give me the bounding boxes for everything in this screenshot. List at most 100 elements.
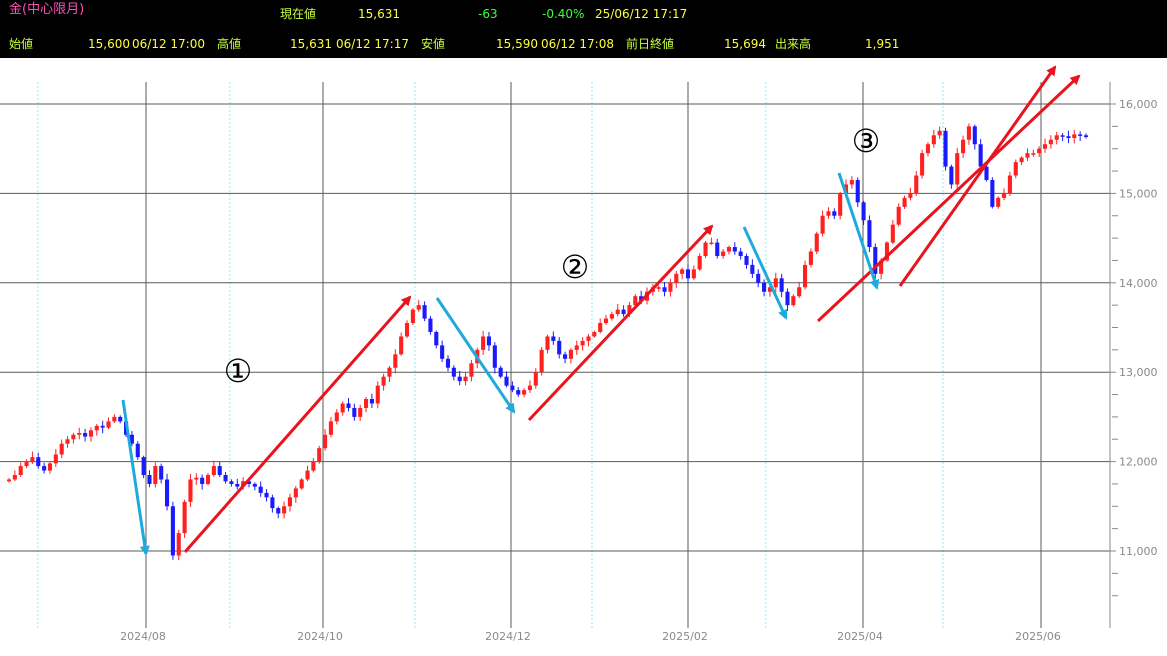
candle-body-46 [276, 508, 281, 514]
candle-body-145 [855, 179, 860, 203]
candle-body-178 [1048, 139, 1053, 145]
low-value: 15,590 [496, 37, 538, 51]
candle-body-76 [451, 367, 456, 377]
candle-body-137 [808, 251, 813, 265]
candle-body-103 [609, 314, 614, 319]
candle-body-153 [902, 197, 907, 207]
candle-body-114 [674, 273, 679, 283]
candle-body-134 [791, 296, 796, 306]
down-arrow-3 [837, 172, 880, 290]
candle-body-156 [920, 153, 925, 176]
candle-body-77 [457, 376, 462, 382]
candle-body-183 [1078, 134, 1083, 136]
candle-body-5 [36, 457, 41, 467]
candle-body-170 [1002, 193, 1007, 198]
x-axis: 2024/08 2024/10 2024/12 2025/02 2025/04 2025/… [120, 630, 1061, 643]
candle-body-180 [1060, 135, 1065, 137]
x-tick-label-0: 2024/08 [120, 630, 166, 643]
candle-body-71 [422, 305, 427, 319]
candle-body-43 [258, 486, 263, 493]
candle-body-96 [568, 349, 573, 359]
down-arrow-0 [121, 399, 150, 556]
candle-body-179 [1054, 135, 1059, 140]
candle-body-65 [387, 367, 392, 377]
candle-body-124 [732, 247, 737, 252]
candle-body-133 [785, 291, 790, 306]
candle-body-15 [94, 425, 99, 431]
high-label: 高値 [217, 37, 242, 51]
candle-body-121 [715, 242, 720, 256]
candle-body-164 [966, 126, 971, 140]
candle-body-30 [182, 501, 187, 534]
current-time: 25/06/12 17:17 [595, 7, 688, 21]
y-tick-label-5: 16,000 [1119, 98, 1158, 111]
candle-body-10 [65, 439, 70, 444]
candle-body-91 [539, 349, 544, 373]
candle-body-162 [955, 153, 960, 185]
candle-body-12 [77, 432, 82, 435]
candle-body-151 [890, 224, 895, 243]
candle-body-73 [434, 331, 439, 346]
candle-body-42 [252, 483, 257, 487]
candle-body-28 [170, 506, 175, 556]
candle-body-112 [662, 287, 667, 292]
candle-body-36 [217, 466, 222, 476]
wave-label-1: ① [224, 352, 253, 390]
candle-body-176 [1037, 148, 1042, 154]
candle-body-37 [223, 475, 228, 482]
candle-body-157 [925, 144, 931, 154]
candle-body-181 [1066, 136, 1071, 138]
candle-body-54 [323, 434, 328, 449]
candle-body-17 [106, 421, 111, 428]
candle-body-142 [838, 193, 843, 216]
candle-body-131 [773, 278, 778, 288]
candle-body-53 [317, 448, 322, 462]
candle-body-57 [340, 403, 345, 413]
x-tick-label-4: 2025/04 [837, 630, 883, 643]
y-tick-label-2: 13,000 [1119, 366, 1158, 379]
candle-body-0 [6, 479, 12, 482]
candle-body-22 [135, 443, 140, 458]
quote-header: 金(中心限月) 現在値 15,631 -63 -0.40% 25/06/12 1… [0, 0, 1167, 58]
candle-body-141 [832, 211, 837, 216]
candle-body-111 [656, 287, 661, 289]
candle-body-31 [188, 479, 193, 502]
candle-body-102 [603, 318, 609, 324]
candle-body-83 [492, 345, 497, 368]
x-tick-label-2: 2024/12 [485, 630, 531, 643]
candle-body-51 [305, 470, 310, 480]
candle-body-149 [879, 260, 884, 274]
candle-body-14 [88, 430, 93, 437]
candle-body-107 [633, 296, 638, 306]
candle-body-171 [1007, 175, 1012, 194]
candle-body-35 [211, 466, 216, 476]
open-time: 06/12 17:00 [132, 37, 205, 51]
candle-body-78 [463, 376, 468, 382]
candle-body-122 [721, 251, 726, 256]
candle-body-2 [18, 466, 23, 476]
candle-body-144 [849, 179, 854, 185]
candle-body-126 [744, 255, 749, 265]
candle-body-24 [147, 475, 152, 484]
candle-body-90 [533, 372, 538, 386]
trend-arrows [121, 65, 1081, 556]
high-time: 06/12 17:17 [336, 37, 409, 51]
candle-body-143 [843, 184, 849, 194]
candle-body-72 [428, 318, 433, 332]
candle-body-173 [1019, 157, 1024, 163]
candle-body-172 [1013, 162, 1018, 176]
candle-body-19 [118, 416, 123, 422]
price-chart: 11,000 12,000 13,000 14,000 15,000 16,000 202… [0, 58, 1167, 656]
open-label: 始値 [9, 37, 34, 51]
candle-body-23 [141, 457, 146, 476]
y-tick-label-4: 15,000 [1119, 187, 1158, 200]
candle-body-9 [59, 443, 64, 455]
down-arrow-2 [742, 226, 788, 320]
candle-body-101 [598, 323, 603, 332]
candle-body-123 [726, 247, 731, 252]
candle-body-34 [205, 475, 211, 484]
candle-body-155 [914, 175, 919, 194]
volume-label: 出来高 [775, 37, 812, 51]
down-arrow-1 [435, 297, 516, 414]
candle-body-117 [691, 269, 696, 279]
